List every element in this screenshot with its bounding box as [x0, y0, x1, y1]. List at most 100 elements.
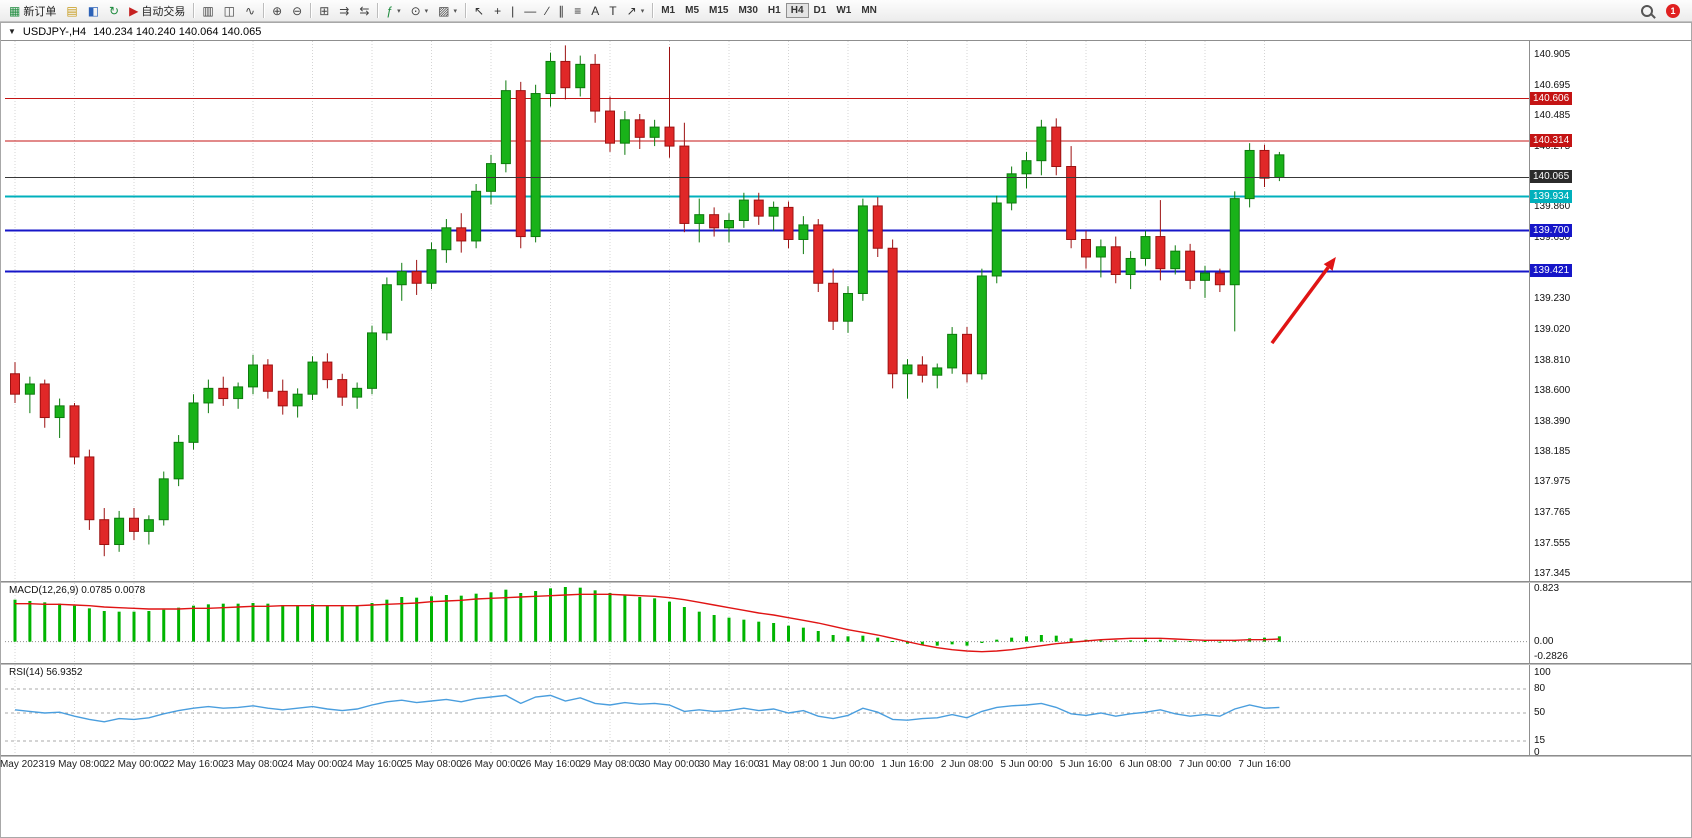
- templates-button[interactable]: ▨ ▾: [433, 2, 462, 20]
- timeframe-m15-button[interactable]: M15: [704, 3, 733, 18]
- periods-button[interactable]: ⊙ ▾: [406, 2, 434, 20]
- candle-body: [828, 282, 839, 322]
- candlestick-chart-icon: ◫: [223, 3, 236, 18]
- chart-profiles-button[interactable]: ▤: [61, 2, 82, 20]
- refresh-button[interactable]: ↻: [104, 2, 124, 20]
- text-tool-button[interactable]: A: [586, 2, 604, 20]
- time-axis-label: 2 Jun 08:00: [940, 759, 994, 770]
- timeframe-m5-button[interactable]: M5: [680, 3, 704, 18]
- timeframe-h4-button[interactable]: H4: [785, 3, 809, 18]
- indicators-button[interactable]: ƒ ▾: [381, 2, 405, 20]
- candle-body: [530, 93, 541, 238]
- tile-windows-button[interactable]: ⊞: [314, 2, 334, 20]
- zoom-out-icon: ⊖: [292, 3, 303, 18]
- time-axis-label: 22 May 16:00: [163, 759, 224, 770]
- label-tool-icon: T: [609, 3, 617, 18]
- macd-histogram-bar: [1218, 641, 1222, 643]
- new-order-button[interactable]: ▦ 新订单: [4, 2, 61, 20]
- arrow-annotation[interactable]: [1270, 266, 1330, 345]
- candle-body: [1125, 257, 1136, 276]
- timeframe-mn-button[interactable]: MN: [856, 3, 882, 18]
- toolbar-separator: [377, 3, 379, 18]
- price-axis-line: [1529, 41, 1530, 755]
- chart-profiles-icon: ▤: [66, 3, 78, 18]
- channel-tool-button[interactable]: ∥: [553, 2, 569, 20]
- macd-histogram-bar: [132, 611, 136, 642]
- chart-shift-icon: ⇆: [359, 3, 370, 18]
- rsi-panel[interactable]: [5, 665, 1529, 755]
- candle-body: [337, 379, 348, 398]
- arrows-tool-caret-icon: ▾: [640, 7, 645, 15]
- panel-splitter[interactable]: [1, 581, 1691, 583]
- vertical-line-tool-button[interactable]: |: [506, 2, 519, 20]
- search-button[interactable]: [1636, 2, 1658, 20]
- candlestick-chart-button[interactable]: ◫: [219, 2, 240, 20]
- auto-scroll-button[interactable]: ⇉: [334, 2, 354, 20]
- macd-histogram-bar: [816, 631, 820, 642]
- time-axis-label: 22 May 00:00: [103, 759, 165, 770]
- price-axis-label: 140.485: [1534, 110, 1571, 122]
- candle-body: [381, 284, 392, 334]
- macd-histogram-bar: [593, 590, 597, 642]
- price-chart[interactable]: [5, 41, 1529, 581]
- trendline-tool-button[interactable]: ∕: [541, 2, 553, 20]
- one-click-collapse-icon[interactable]: ▼: [8, 27, 16, 36]
- bar-chart-button[interactable]: ▥: [197, 2, 218, 20]
- zoom-in-button[interactable]: ⊕: [267, 2, 287, 20]
- macd-histogram-bar: [325, 605, 329, 642]
- macd-histogram-bar: [549, 588, 552, 642]
- rsi-scale-label: 80: [1534, 683, 1546, 694]
- notifications-badge[interactable]: 1: [1666, 3, 1680, 18]
- zoom-out-button[interactable]: ⊖: [287, 2, 307, 20]
- timeframe-d1-button[interactable]: D1: [809, 3, 832, 18]
- macd-histogram-bar: [28, 601, 32, 642]
- timeframe-m30-button[interactable]: M30: [733, 3, 762, 18]
- price-badge-140.314: 140.314: [1530, 134, 1573, 148]
- price-badge-139.700: 139.700: [1530, 223, 1573, 237]
- auto-trading-icon: ▶: [129, 3, 139, 18]
- line-chart-button[interactable]: ∿: [240, 2, 260, 20]
- macd-histogram-bar: [251, 603, 255, 642]
- candle-body: [441, 227, 452, 251]
- candle-body: [902, 364, 913, 375]
- timeframe-h1-button[interactable]: H1: [763, 3, 786, 18]
- timeframe-m1-button[interactable]: M1: [656, 3, 680, 18]
- candle-body: [649, 126, 660, 138]
- rsi-scale-label: 50: [1534, 707, 1546, 718]
- macd-panel[interactable]: [5, 583, 1529, 663]
- chart-shift-button[interactable]: ⇆: [354, 2, 374, 20]
- fibonacci-tool-button[interactable]: ≡: [569, 2, 586, 20]
- timeframe-h1-label: H1: [767, 5, 781, 16]
- arrows-tool-button[interactable]: ↗ ▾: [622, 2, 650, 20]
- candle-body: [456, 227, 467, 242]
- label-tool-button[interactable]: T: [604, 2, 621, 20]
- macd-histogram-bar: [459, 595, 463, 642]
- macd-histogram-bar: [311, 604, 314, 642]
- candle-body: [1214, 272, 1225, 286]
- candle-body: [69, 405, 80, 458]
- candle-body: [367, 332, 377, 389]
- panel-splitter[interactable]: [1, 663, 1691, 665]
- macd-histogram-bar: [980, 641, 984, 643]
- panel-splitter[interactable]: [1, 755, 1691, 757]
- candle-body: [962, 333, 972, 375]
- crosshair-button[interactable]: +: [489, 2, 506, 20]
- auto-trading-button[interactable]: ▶ 自动交易: [124, 2, 190, 20]
- timeframe-w1-button[interactable]: W1: [831, 3, 856, 18]
- candle-body: [813, 224, 824, 284]
- price-axis-label: 139.650: [1534, 232, 1571, 244]
- price-badge-140.065: 140.065: [1530, 170, 1573, 184]
- top-toolbar: ▦ 新订单 ▤ ◧ ↻ ▶ 自动交易 ▥ ◫ ∿ ⊕ ⊖ ⊞ ⇉ ⇆ ƒ ▾ ⊙ ▾ ▨ ▾ ↖ + | — ∕ ∥ ≡ A T ↗ ▾ M1 M…: [0, 0, 1692, 22]
- chart-window: ▼ USDJPY-,H4 140.234 140.240 140.064 140…: [0, 22, 1692, 838]
- rsi-scale-label: 100: [1534, 667, 1551, 678]
- horizontal-line-tool-button[interactable]: —: [519, 2, 541, 20]
- macd-histogram-bar: [1025, 636, 1028, 642]
- refresh-icon: ↻: [109, 3, 120, 18]
- candle-body: [1229, 198, 1240, 286]
- macd-histogram-bar: [846, 636, 850, 642]
- open-charts-button[interactable]: ◧: [83, 2, 104, 20]
- cursor-button[interactable]: ↖: [469, 2, 489, 20]
- toolbar-separator: [193, 3, 195, 18]
- candle-body: [218, 387, 229, 400]
- periods-icon: ⊙: [410, 3, 421, 18]
